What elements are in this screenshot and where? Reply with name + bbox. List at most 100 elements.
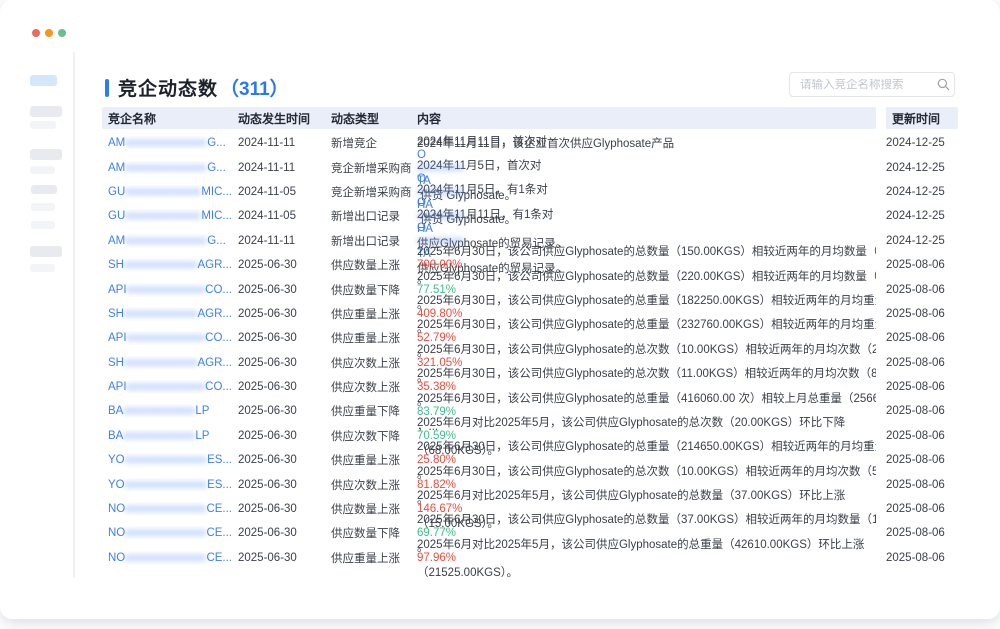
table-row: BAxxxxxxxxxxxxxxxxxxxxxxxxxxLP 2025-06-30… bbox=[102, 417, 958, 457]
table-header-row: 竞企名称 动态发生时间 动态类型 内容 更新时间 bbox=[102, 107, 958, 129]
sidebar-item-skeleton[interactable] bbox=[30, 75, 57, 86]
sidebar-item-skeleton bbox=[31, 185, 57, 194]
dynamic-content: 2024年11月11日，有1条对OxxxxxxxxxxxxTA供应Glyphos… bbox=[410, 206, 876, 276]
main-panel: 竞企动态数 （311） 竞企名称 动态发生时间 动态类型 内容 更新时间 bbox=[75, 52, 985, 590]
company-link[interactable]: BAxxxxxxxxxxxxxxxxxxxxxxxxxxLP bbox=[102, 404, 232, 418]
table-row: AMxxxxxxxxxxxxxxxxxxxxxxxxxxG...2024-11-… bbox=[102, 131, 958, 155]
company-name-blurred: xxxxxxxxxxxxxxxxxxxxxxxxxx bbox=[126, 381, 206, 394]
company-link[interactable]: NOxxxxxxxxxxxxxxxxxxxxxxxxxxCE... bbox=[102, 502, 232, 516]
content-link-fragment[interactable]: HA bbox=[417, 223, 433, 236]
company-link[interactable]: NOxxxxxxxxxxxxxxxxxxxxxxxxxxCE... bbox=[102, 526, 232, 540]
content-text: 2025年6月对比2025年5月，该公司供应Glyphosate的总数量（37.… bbox=[417, 490, 846, 503]
company-name-prefix: GU bbox=[108, 210, 126, 223]
company-name-suffix: LP bbox=[195, 405, 210, 418]
table-row: SHxxxxxxxxxxxxxxxxxxxxxxxxxxAGR... 2025-0… bbox=[102, 344, 958, 384]
updated-date: 2025-08-06 bbox=[886, 259, 945, 272]
company-link[interactable]: YOxxxxxxxxxxxxxxxxxxxxxxxxxxES... bbox=[102, 478, 232, 492]
search-icon[interactable] bbox=[932, 78, 954, 91]
dynamics-table: 竞企名称 动态发生时间 动态类型 内容 更新时间 AM xxxxxxxxxxxxx… bbox=[102, 107, 958, 579]
updated-date: 2025-08-06 bbox=[886, 551, 945, 564]
company-link[interactable]: APIxxxxxxxxxxxxxxxxxxxxxxxxxxCO... bbox=[102, 283, 232, 297]
content-link-fragment[interactable]: HA bbox=[417, 198, 433, 211]
company-name-prefix: SH bbox=[108, 259, 124, 272]
company-link[interactable]: YOxxxxxxxxxxxxxxxxxxxxxxxxxxES... bbox=[102, 453, 232, 467]
content-link-fragment[interactable]: O bbox=[417, 172, 426, 185]
content-link-fragment[interactable]: O bbox=[417, 148, 426, 161]
pct-down-value: 69.77% bbox=[417, 527, 457, 540]
company-name-prefix: NO bbox=[108, 551, 126, 564]
dynamic-content: 2025年6月30日，该公司供应Glyphosate的总重量（232760.00… bbox=[410, 316, 876, 360]
content-text: 。 bbox=[417, 469, 429, 482]
dynamic-date: 2025-06-30 bbox=[238, 307, 297, 320]
title-accent-bar bbox=[105, 78, 109, 97]
content-link-fragment[interactable]: TA bbox=[417, 247, 431, 260]
company-name-suffix: ES... bbox=[207, 478, 232, 491]
dynamic-date: 2024-11-05 bbox=[238, 185, 296, 198]
company-name-blurred: xxxxxxxxxxxxxxxxxxxxxxxxxx bbox=[125, 527, 206, 540]
content-text: 。 bbox=[417, 542, 429, 555]
sidebar-item-skeleton bbox=[30, 264, 55, 272]
company-link[interactable]: SHxxxxxxxxxxxxxxxxxxxxxxxxxxAGR... bbox=[102, 356, 232, 370]
dynamic-content: 2024年11月11日，首次对 OxxxxxxxxxxxxTA 供货 Glyph… bbox=[410, 133, 876, 203]
close-window-icon[interactable] bbox=[32, 29, 40, 37]
dynamic-content: 2025年6月30日，该公司供应Glyphosate的总次数（11.00KGS）… bbox=[410, 365, 876, 409]
dynamic-type: 供应重量上涨 bbox=[331, 308, 400, 321]
updated-date: 2025-08-06 bbox=[886, 283, 945, 296]
company-link[interactable]: NOxxxxxxxxxxxxxxxxxxxxxxxxxxCE... bbox=[102, 551, 232, 565]
pct-down-value: 83.79% bbox=[417, 405, 457, 418]
company-link[interactable]: APIxxxxxxxxxxxxxxxxxxxxxxxxxxCO... bbox=[102, 380, 232, 394]
company-name-suffix: MIC... bbox=[201, 210, 232, 223]
content-text: 2025年6月30日，该公司供应Glyphosate的总重量（214650.00… bbox=[417, 441, 876, 454]
company-link[interactable]: AMxxxxxxxxxxxxxxxxxxxxxxxxxxG... bbox=[102, 234, 232, 248]
dynamic-type: 供应数量上涨 bbox=[331, 504, 400, 517]
updated-date: 2025-08-06 bbox=[886, 527, 945, 540]
window-controls bbox=[32, 29, 66, 37]
table-row: BAxxxxxxxxxxxxxxxxxxxxxxxxxxLP 2025-06-30… bbox=[102, 393, 958, 433]
company-link[interactable]: GUxxxxxxxxxxxxxxxxxxxxxxxxxxMIC... bbox=[102, 209, 232, 223]
company-name-suffix: LP bbox=[195, 429, 210, 442]
table-row: AMxxxxxxxxxxxxxxxxxxxxxxxxxxG... 2024-11-… bbox=[102, 136, 958, 202]
company-name-suffix: G... bbox=[207, 161, 226, 174]
minimize-window-icon[interactable] bbox=[45, 29, 53, 37]
company-name-suffix: MIC... bbox=[201, 185, 232, 198]
company-link[interactable]: AMxxxxxxxxxxxxxxxxxxxxxxxxxxG... bbox=[102, 136, 232, 150]
content-link-fragment[interactable]: TA bbox=[417, 174, 431, 187]
search-input[interactable] bbox=[790, 78, 932, 91]
company-link[interactable]: BAxxxxxxxxxxxxxxxxxxxxxxxxxxLP bbox=[102, 429, 232, 443]
dynamic-type: 供应重量上涨 bbox=[331, 552, 400, 565]
company-name-blurred: xxxxxxxxxxxxxxxxxxxxxxxxxx bbox=[123, 356, 198, 369]
dynamic-content: 2025年6月30日，该公司供应Glyphosate的总次数（10.00KGS）… bbox=[410, 341, 876, 385]
company-name-blurred: xxxxxxxxxxxxxxxxxxxxxxxxxx bbox=[123, 259, 198, 272]
company-link[interactable]: APIxxxxxxxxxxxxxxxxxxxxxxxxxxCO... bbox=[102, 331, 232, 345]
sidebar-item-skeleton bbox=[31, 203, 55, 211]
zoom-window-icon[interactable] bbox=[58, 29, 66, 37]
content-link-fragment[interactable]: O bbox=[417, 197, 426, 210]
company-name-prefix: API bbox=[108, 283, 127, 296]
content-link-fragment[interactable]: O bbox=[417, 221, 426, 234]
company-name-blurred: xxxxxxxxxxxxxxxxxxxxxxxxxx bbox=[123, 429, 196, 442]
company-link[interactable]: SHxxxxxxxxxxxxxxxxxxxxxxxxxxAGR... bbox=[102, 258, 232, 272]
company-link[interactable]: AMxxxxxxxxxxxxxxxxxxxxxxxxxxG... bbox=[102, 161, 232, 175]
company-name-prefix: YO bbox=[108, 454, 125, 467]
company-name-prefix: AM bbox=[108, 137, 126, 150]
content-text: 供应Glyphosate的贸易记录。 bbox=[417, 238, 568, 251]
dynamic-date: 2025-06-30 bbox=[238, 381, 297, 394]
company-link[interactable]: SHxxxxxxxxxxxxxxxxxxxxxxxxxxAGR... bbox=[102, 307, 232, 321]
sidebar-divider bbox=[73, 52, 75, 578]
table-row: AMxxxxxxxxxxxxxxxxxxxxxxxxxxG...2024-11-… bbox=[102, 209, 958, 275]
updated-date: 2025-08-06 bbox=[886, 405, 945, 418]
content-text: 2025年6月30日，该公司供应Glyphosate的总数量（150.00KGS… bbox=[417, 246, 876, 259]
dynamic-type: 供应重量下降 bbox=[331, 406, 400, 419]
table-row: GUxxxxxxxxxxxxxxxxxxxxxxxxxxMIC... 2024-1… bbox=[102, 160, 958, 226]
content-text: （68.00KGS）。 bbox=[417, 444, 499, 457]
dynamic-date: 2025-06-30 bbox=[238, 551, 297, 564]
company-name-suffix: G... bbox=[207, 137, 226, 150]
company-name-suffix: CO... bbox=[205, 381, 232, 394]
table-row: NOxxxxxxxxxxxxxxxxxxxxxxxxxxCE... 2025-06… bbox=[102, 490, 958, 530]
dynamic-content: 2025年6月30日，该公司供应Glyphosate的总重量（214650.00… bbox=[410, 438, 876, 482]
company-name-prefix: BA bbox=[108, 405, 124, 418]
dynamic-date: 2025-06-30 bbox=[238, 405, 297, 418]
dynamic-date: 2025-06-30 bbox=[238, 527, 297, 540]
content-text: 。 bbox=[417, 298, 429, 311]
company-link[interactable]: GUxxxxxxxxxxxxxxxxxxxxxxxxxxMIC... bbox=[102, 185, 232, 199]
